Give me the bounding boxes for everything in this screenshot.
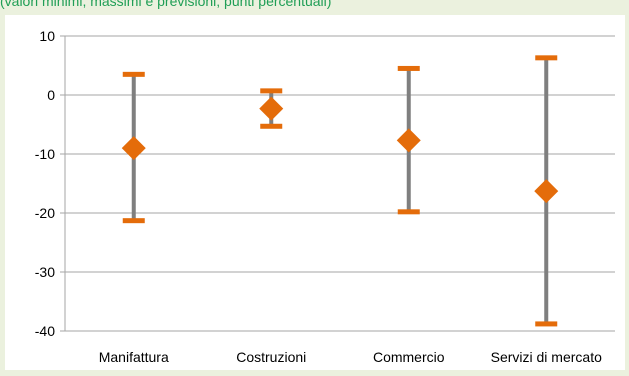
y-tick-label: 0 (47, 87, 55, 103)
point-marker-2 (396, 128, 421, 153)
max-cap-0 (122, 71, 145, 77)
x-tick-label: Manifattura (99, 349, 169, 365)
max-cap-2 (397, 65, 420, 71)
point-marker-1 (259, 96, 284, 121)
max-cap-1 (260, 88, 283, 94)
max-cap-3 (535, 55, 558, 61)
gridlines (65, 35, 615, 332)
y-tick-label: 10 (39, 28, 55, 44)
min-cap-3 (535, 321, 558, 327)
range-chart: -40 -30 -20 -10 0 10 Manifattura Costruzioni Co… (35, 28, 615, 365)
x-tick-label: Costruzioni (236, 349, 306, 365)
min-cap-0 (122, 218, 145, 224)
y-tick-label: -10 (35, 146, 55, 162)
y-tick-label: -20 (35, 205, 55, 221)
x-tick-labels: Manifattura Costruzioni Commercio Servizi d… (99, 349, 602, 365)
y-tick-label: -30 (35, 264, 55, 280)
range-bars (122, 55, 558, 327)
plot-panel: -40 -30 -20 -10 0 10 Manifattura Costruzioni Co… (5, 15, 625, 370)
x-tick-label: Servizi di mercato (491, 349, 602, 365)
y-axis (60, 35, 66, 332)
point-marker-0 (121, 136, 146, 161)
x-tick-label: Commercio (373, 349, 445, 365)
y-tick-label: -40 (35, 323, 55, 339)
point-markers (121, 96, 559, 204)
chart-header-text: (valori minimi, massimi e previsioni; pu… (0, 0, 332, 9)
point-marker-3 (534, 179, 559, 204)
y-tick-labels: -40 -30 -20 -10 0 10 (35, 28, 55, 339)
min-cap-1 (260, 123, 283, 129)
min-cap-2 (397, 209, 420, 215)
